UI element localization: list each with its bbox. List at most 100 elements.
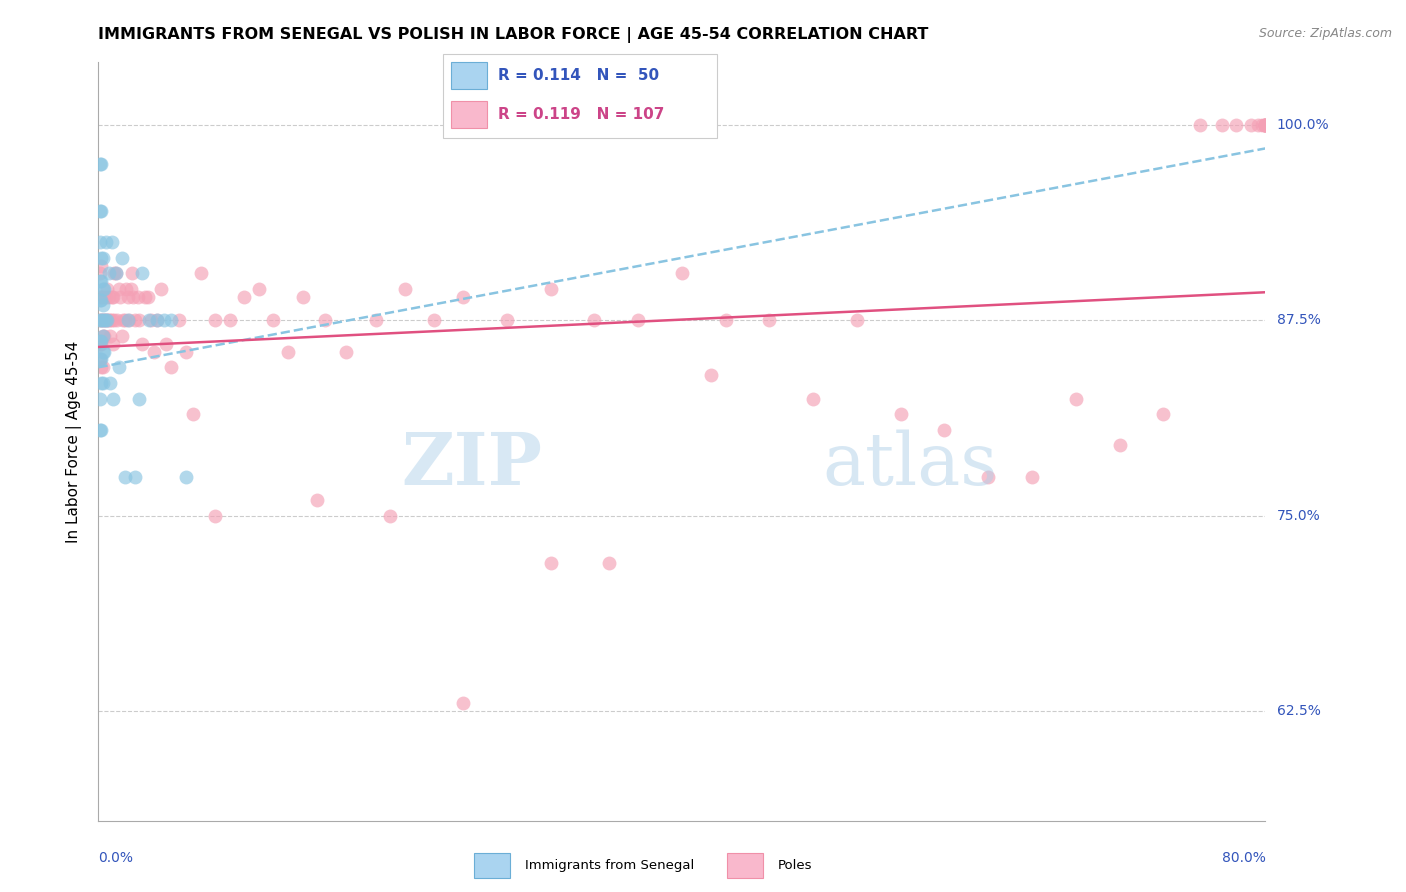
Point [314,313,336,327]
Point [103,267,125,281]
Point [1108,438,1130,452]
Point [98,376,121,390]
Point [93,282,115,296]
Point [91,282,114,296]
Text: ZIP: ZIP [401,429,541,500]
Point [89,157,111,171]
Point [138,313,160,327]
Point [105,313,128,327]
Point [90,376,112,390]
Point [89,313,111,327]
Point [1254,118,1277,132]
Point [97,313,120,327]
Point [91,298,114,312]
Point [90,259,112,273]
Text: 100.0%: 100.0% [1277,118,1329,132]
Point [90,360,112,375]
Point [451,290,474,304]
Point [89,392,111,406]
Point [89,203,111,218]
Point [89,336,111,351]
Point [100,313,122,327]
Text: 75.0%: 75.0% [1277,508,1320,523]
Point [90,293,112,307]
Point [89,352,111,367]
Point [94,313,117,327]
Text: 80.0%: 80.0% [1222,851,1265,865]
Point [181,407,204,421]
Point [291,290,314,304]
Point [190,267,212,281]
Point [101,336,124,351]
Point [134,290,156,304]
Point [100,235,122,250]
Point [93,313,115,327]
Point [1254,118,1277,132]
Point [93,329,115,343]
Point [97,267,120,281]
Point [1064,392,1087,406]
FancyBboxPatch shape [727,853,762,878]
Point [93,313,115,327]
Point [101,290,124,304]
Point [91,251,114,265]
Point [110,290,132,304]
Point [89,235,111,250]
Point [167,313,190,327]
FancyBboxPatch shape [451,101,486,128]
Point [122,290,145,304]
Point [91,313,114,327]
FancyBboxPatch shape [474,853,509,878]
Point [160,313,183,327]
Point [90,313,112,327]
Point [114,313,136,327]
Text: 0.0%: 0.0% [98,851,134,865]
Text: 62.5%: 62.5% [1277,704,1320,718]
Point [101,392,124,406]
Point [128,313,150,327]
Point [139,313,162,327]
Text: IMMIGRANTS FROM SENEGAL VS POLISH IN LABOR FORCE | AGE 45-54 CORRELATION CHART: IMMIGRANTS FROM SENEGAL VS POLISH IN LAB… [98,27,929,43]
Point [540,556,562,570]
Point [131,267,153,281]
Point [89,274,111,288]
Point [1152,407,1174,421]
Point [104,267,127,281]
Point [90,423,112,437]
FancyBboxPatch shape [451,62,486,89]
Point [117,290,139,304]
Point [451,697,474,711]
Point [96,282,118,296]
Point [890,407,912,421]
Point [120,282,142,296]
Point [277,344,299,359]
Point [364,313,387,327]
Point [89,290,111,304]
Point [90,274,112,288]
Point [112,313,135,327]
Point [136,290,159,304]
Point [146,313,169,327]
Point [1211,118,1233,132]
Point [846,313,869,327]
Point [108,360,131,375]
Point [94,313,117,327]
Point [118,313,141,327]
Point [90,157,112,171]
Point [218,313,240,327]
Point [98,329,121,343]
Text: R = 0.114   N =  50: R = 0.114 N = 50 [498,68,659,83]
Point [94,290,117,304]
Point [1188,118,1211,132]
Point [131,336,153,351]
Point [758,313,780,327]
Point [540,282,562,296]
Point [94,235,117,250]
Text: atlas: atlas [823,429,997,500]
Text: Source: ZipAtlas.com: Source: ZipAtlas.com [1258,27,1392,40]
Point [100,290,122,304]
Point [150,282,173,296]
Point [89,423,111,437]
Point [91,360,114,375]
Point [1240,118,1263,132]
